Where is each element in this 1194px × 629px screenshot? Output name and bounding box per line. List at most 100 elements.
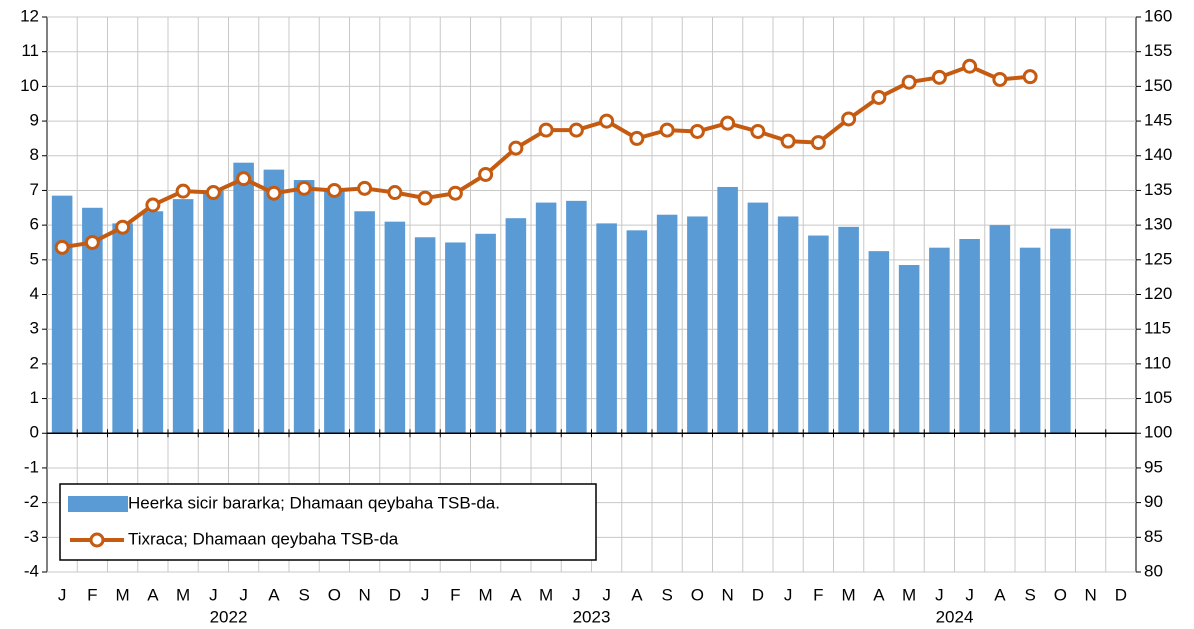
- line-marker: [205, 185, 221, 201]
- line-marker: [780, 133, 796, 149]
- y-tick-label: 12: [20, 6, 39, 25]
- line-marker: [478, 166, 494, 182]
- bar: [82, 207, 103, 434]
- bar: [233, 162, 254, 434]
- y-tick-label: 2: [30, 353, 39, 372]
- line-marker: [659, 122, 675, 138]
- line-marker: [901, 74, 917, 90]
- x-tick-label: O: [1054, 585, 1067, 604]
- x-tick-label: J: [602, 585, 611, 604]
- y2-tick-label: 145: [1144, 111, 1172, 130]
- bar: [293, 180, 315, 434]
- bar: [959, 239, 980, 434]
- y-tick-label: 3: [30, 319, 39, 338]
- y-tick-label: -4: [24, 561, 39, 580]
- x-tick-label: M: [902, 585, 916, 604]
- x-tick-label: D: [389, 585, 401, 604]
- y-tick-label: 0: [30, 423, 39, 442]
- y2-tick-label: 150: [1144, 76, 1172, 95]
- x-tick-label: A: [873, 585, 885, 604]
- x-tick-label: M: [116, 585, 130, 604]
- line-marker: [54, 239, 70, 255]
- bar: [777, 216, 799, 434]
- bar: [1050, 228, 1071, 434]
- bar: [747, 202, 769, 434]
- line-marker: [266, 185, 282, 201]
- line-marker: [145, 197, 161, 213]
- line-marker: [357, 180, 373, 196]
- bar: [656, 214, 678, 434]
- year-label: 2023: [573, 607, 611, 626]
- x-tick-label: S: [661, 585, 672, 604]
- bar: [203, 190, 224, 434]
- line-marker: [629, 130, 645, 146]
- x-tick-label: J: [784, 585, 793, 604]
- bar: [263, 169, 285, 434]
- x-tick-label: S: [1024, 585, 1035, 604]
- x-tick-label: O: [691, 585, 704, 604]
- legend-marker: [89, 532, 105, 548]
- y2-tick-label: 160: [1144, 6, 1172, 25]
- bar: [51, 195, 73, 434]
- bar: [808, 235, 829, 434]
- x-tick-label: J: [239, 585, 248, 604]
- line-marker: [599, 113, 615, 129]
- y2-tick-label: 105: [1144, 388, 1172, 407]
- bar: [414, 237, 436, 434]
- y-tick-label: -2: [24, 492, 39, 511]
- line-marker: [992, 71, 1008, 87]
- y2-tick-label: 120: [1144, 284, 1172, 303]
- y-tick-label: 10: [20, 76, 39, 95]
- x-tick-label: F: [813, 585, 823, 604]
- y2-tick-label: 85: [1144, 527, 1163, 546]
- line-marker: [417, 190, 433, 206]
- line-marker: [387, 185, 403, 201]
- y-tick-label: 1: [30, 388, 39, 407]
- bar: [626, 230, 648, 434]
- y2-tick-label: 130: [1144, 215, 1172, 234]
- line-marker: [750, 123, 766, 139]
- x-tick-label: D: [1115, 585, 1127, 604]
- bar: [475, 233, 496, 434]
- y-tick-label: 4: [30, 284, 39, 303]
- line-marker: [236, 171, 252, 187]
- bar: [898, 265, 920, 434]
- y-tick-label: 11: [21, 41, 39, 60]
- x-tick-label: M: [842, 585, 856, 604]
- line-marker: [689, 123, 705, 139]
- bar: [142, 211, 164, 434]
- bar: [384, 221, 406, 434]
- y-tick-label: -3: [24, 527, 39, 546]
- line-marker: [115, 219, 131, 235]
- y2-tick-label: 80: [1144, 561, 1163, 580]
- y2-tick-label: 100: [1144, 423, 1172, 442]
- bar: [112, 223, 133, 434]
- x-tick-label: A: [147, 585, 159, 604]
- legend-box: [59, 483, 597, 561]
- bar: [172, 199, 194, 434]
- line-marker: [962, 58, 978, 74]
- year-label: 2022: [210, 607, 248, 626]
- line-marker: [1022, 69, 1038, 85]
- bar: [1019, 247, 1041, 434]
- x-tick-label: J: [965, 585, 974, 604]
- y-tick-label: 8: [30, 145, 39, 164]
- bar: [596, 223, 617, 434]
- line-marker: [508, 140, 524, 156]
- x-tick-label: J: [572, 585, 581, 604]
- x-tick-label: D: [752, 585, 764, 604]
- x-tick-label: M: [479, 585, 493, 604]
- x-tick-label: N: [1084, 585, 1096, 604]
- line-marker: [841, 111, 857, 127]
- x-tick-label: F: [450, 585, 460, 604]
- x-tick-label: F: [87, 585, 97, 604]
- bar: [445, 242, 466, 434]
- x-tick-label: J: [935, 585, 944, 604]
- bar: [838, 226, 859, 434]
- x-tick-label: S: [298, 585, 309, 604]
- x-tick-label: A: [631, 585, 643, 604]
- line-marker: [538, 122, 554, 138]
- bar: [929, 247, 950, 434]
- line-marker: [326, 182, 342, 198]
